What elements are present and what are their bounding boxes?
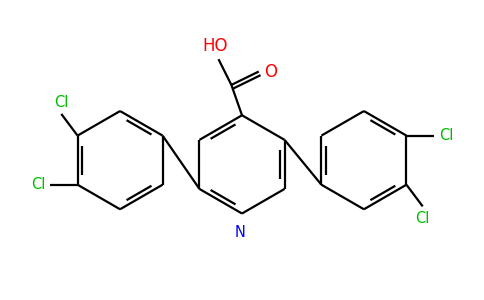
- Text: Cl: Cl: [416, 211, 430, 226]
- Text: Cl: Cl: [439, 128, 453, 143]
- Text: N: N: [235, 224, 246, 239]
- Text: O: O: [264, 62, 277, 80]
- Text: HO: HO: [202, 37, 228, 55]
- Text: Cl: Cl: [31, 177, 45, 192]
- Text: Cl: Cl: [54, 95, 68, 110]
